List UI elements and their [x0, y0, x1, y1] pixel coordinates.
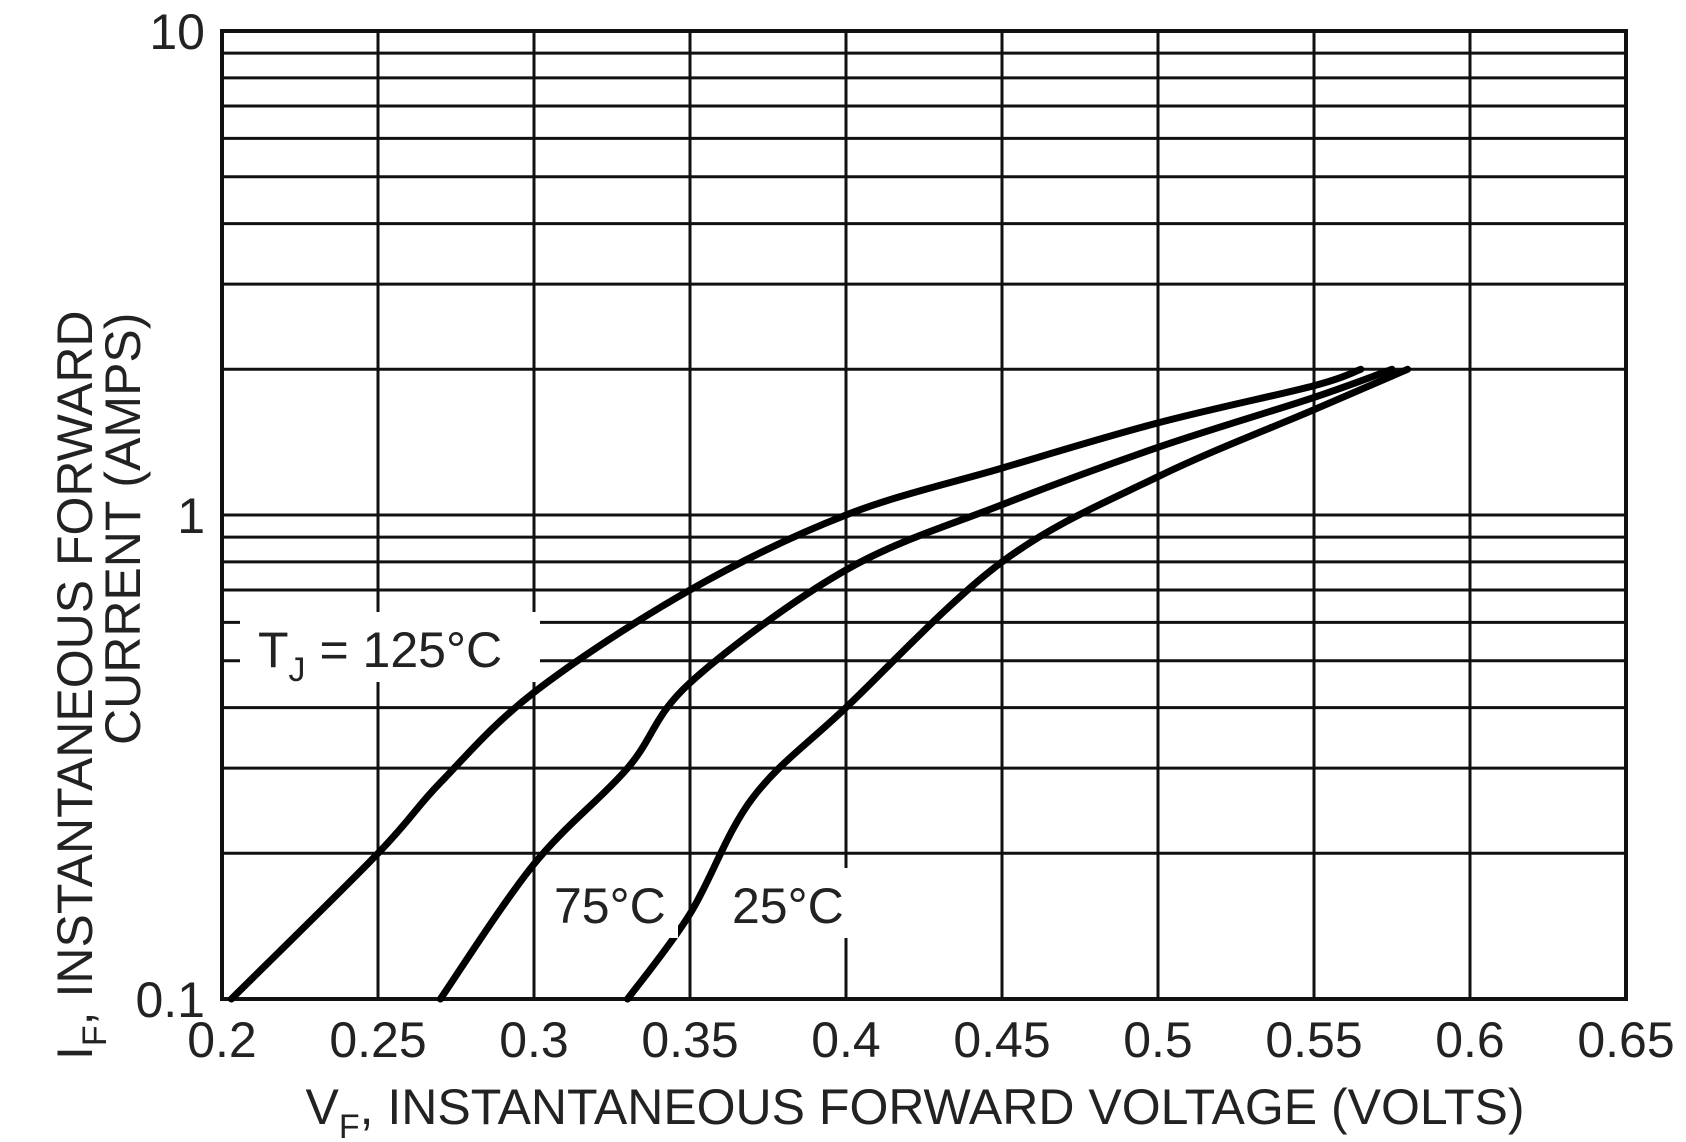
y-axis-title-main: I: [47, 1046, 103, 1060]
label-125c-sub: J: [289, 651, 306, 689]
y-tick-label: 1: [177, 488, 205, 544]
y-tick-label: 0.1: [135, 972, 205, 1028]
y-axis-title-line2: CURRENT (AMPS): [95, 313, 151, 745]
x-tick-label: 0.35: [641, 1012, 738, 1068]
label-25c: 25°C: [732, 878, 844, 934]
x-axis-title: VF, INSTANTANEOUS FORWARD VOLTAGE (VOLTS…: [305, 1079, 1524, 1142]
label-125c-background: [240, 612, 540, 682]
y-tick-label: 10: [149, 4, 205, 60]
x-tick-label: 0.45: [953, 1012, 1050, 1068]
label-75c: 75°C: [554, 878, 666, 934]
x-tick-label: 0.2: [187, 1012, 257, 1068]
x-axis-title-main: V: [305, 1079, 339, 1135]
label-125c-main: T: [258, 622, 289, 678]
x-tick-label: 0.65: [1577, 1012, 1674, 1068]
curve-125c: [227, 365, 1365, 1003]
x-tick-label: 0.6: [1435, 1012, 1505, 1068]
curve-25c: [624, 365, 1412, 1003]
x-tick-label: 0.55: [1265, 1012, 1362, 1068]
label-75c-background: [548, 868, 678, 938]
label-125c-rest: = 125°C: [306, 622, 503, 678]
plot-area-frame: [220, 29, 1628, 1001]
x-tick-label: 0.25: [329, 1012, 426, 1068]
y-axis-title: IF, INSTANTANEOUS FORWARD: [47, 310, 114, 1060]
y-tick-labels: 0.1 1 10: [135, 4, 205, 1028]
x-tick-label: 0.4: [811, 1012, 881, 1068]
x-tick-label: 0.3: [499, 1012, 569, 1068]
curve-75c: [436, 365, 1396, 1003]
y-axis-title-sub: F: [76, 1025, 114, 1046]
x-tick-labels: 0.2 0.25 0.3 0.35 0.4 0.45 0.5 0.55 0.6 0.65: [187, 1012, 1674, 1068]
grid: [220, 31, 1628, 1001]
series-group: [227, 365, 1412, 1003]
label-125c: TJ = 125°C: [258, 622, 502, 689]
y-axis-title-rest: , INSTANTANEOUS FORWARD: [47, 310, 103, 1025]
x-axis-title-sub: F: [339, 1108, 360, 1142]
x-axis-title-rest: , INSTANTANEOUS FORWARD VOLTAGE (VOLTS): [360, 1079, 1525, 1135]
x-tick-label: 0.5: [1123, 1012, 1193, 1068]
label-25c-background: [726, 868, 856, 938]
